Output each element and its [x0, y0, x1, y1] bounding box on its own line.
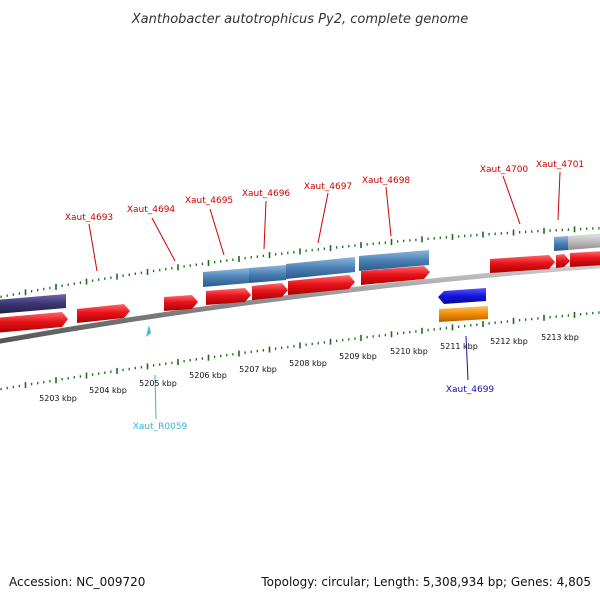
label-leaders: [88, 171, 561, 420]
gene-label[interactable]: Xaut_4700: [480, 165, 529, 175]
leader-xaut-r0059: [154, 374, 157, 420]
scale-label: 5211 kbp: [440, 342, 478, 351]
scale-label: 5207 kbp: [239, 365, 277, 374]
gene-xaut-4695-block[interactable]: [203, 268, 249, 287]
gene-label[interactable]: Xaut_4697: [304, 182, 352, 192]
gene-xaut-4698-block[interactable]: [359, 250, 429, 271]
leader-xaut-4695: [209, 208, 225, 256]
gene-label[interactable]: Xaut_R0059: [133, 422, 188, 432]
gene-label[interactable]: Xaut_4693: [65, 213, 113, 223]
forward-strand-genes-outer: [203, 233, 600, 287]
gene-arrow-xaut-4696[interactable]: [252, 283, 288, 300]
gene-labels: Xaut_4693 Xaut_4694 Xaut_4695 Xaut_4696 Xaut…: [65, 160, 584, 432]
gene-arrow-xaut-4699[interactable]: [438, 288, 486, 304]
scale-label: 5210 kbp: [390, 347, 428, 356]
gene-arrow-xaut-4697[interactable]: [288, 275, 355, 295]
scale-label: 5212 kbp: [490, 337, 528, 346]
scale-label: 5208 kbp: [289, 359, 327, 368]
leader-xaut-4697: [317, 192, 329, 244]
gene-dark-block[interactable]: [0, 294, 66, 314]
leader-xaut-4698: [385, 186, 392, 237]
gene-arrow-2[interactable]: [556, 254, 570, 268]
gene-xaut-4697-block[interactable]: [286, 257, 355, 279]
gene-arrow-xaut-4694[interactable]: [164, 295, 198, 311]
map-title: Xanthobacter autotrophicus Py2, complete…: [131, 12, 468, 27]
gene-label[interactable]: Xaut_4698: [362, 176, 411, 186]
outer-tick-ring: [0, 226, 600, 299]
gene-label[interactable]: Xaut_4695: [185, 196, 233, 206]
leader-xaut-4693: [88, 223, 98, 272]
gene-arrow-xaut-4700[interactable]: [490, 255, 555, 273]
gene-arrow-xaut-4693[interactable]: [77, 304, 130, 323]
gene-label[interactable]: Xaut_4701: [536, 160, 584, 170]
forward-strand-genes: [0, 251, 600, 333]
scale-labels: 5203 kbp 5204 kbp 5205 kbp 5206 kbp 5207 kbp…: [39, 333, 579, 403]
gene-label[interactable]: Xaut_4696: [242, 189, 291, 199]
scale-label: 5209 kbp: [339, 352, 377, 361]
scale-label: 5203 kbp: [39, 394, 77, 403]
accession-text: Accession: NC_009720: [9, 575, 145, 589]
reverse-strand-genes: [146, 288, 488, 337]
leader-xaut-4701: [557, 171, 561, 221]
trna-xaut-r0059[interactable]: [146, 325, 151, 337]
gene-block-orange[interactable]: [439, 306, 488, 322]
gene-label[interactable]: Xaut_4699: [446, 385, 495, 395]
gene-xaut-4696-block[interactable]: [249, 265, 286, 283]
genome-backbone: [0, 263, 600, 344]
leader-xaut-4699: [465, 335, 469, 381]
scale-label: 5204 kbp: [89, 386, 127, 395]
scale-label: 5213 kbp: [541, 333, 579, 342]
gene-arrow-xaut-4698[interactable]: [361, 266, 430, 285]
leader-xaut-4696: [263, 200, 267, 250]
gene-arrow-3[interactable]: [570, 251, 600, 267]
gene-label[interactable]: Xaut_4694: [127, 205, 176, 215]
gene-arrow-xaut-4695[interactable]: [206, 288, 251, 305]
gene-xaut-4701-block[interactable]: [554, 236, 568, 251]
leader-xaut-4694: [151, 217, 176, 262]
genome-summary-text: Topology: circular; Length: 5,308,934 bp…: [260, 575, 591, 589]
gene-arrow-1[interactable]: [0, 312, 68, 333]
scale-label: 5206 kbp: [189, 371, 227, 380]
scale-label: 5205 kbp: [139, 379, 177, 388]
leader-xaut-4700: [502, 175, 521, 225]
inner-tick-ring: [0, 311, 600, 391]
gene-grey-block[interactable]: [568, 233, 600, 250]
